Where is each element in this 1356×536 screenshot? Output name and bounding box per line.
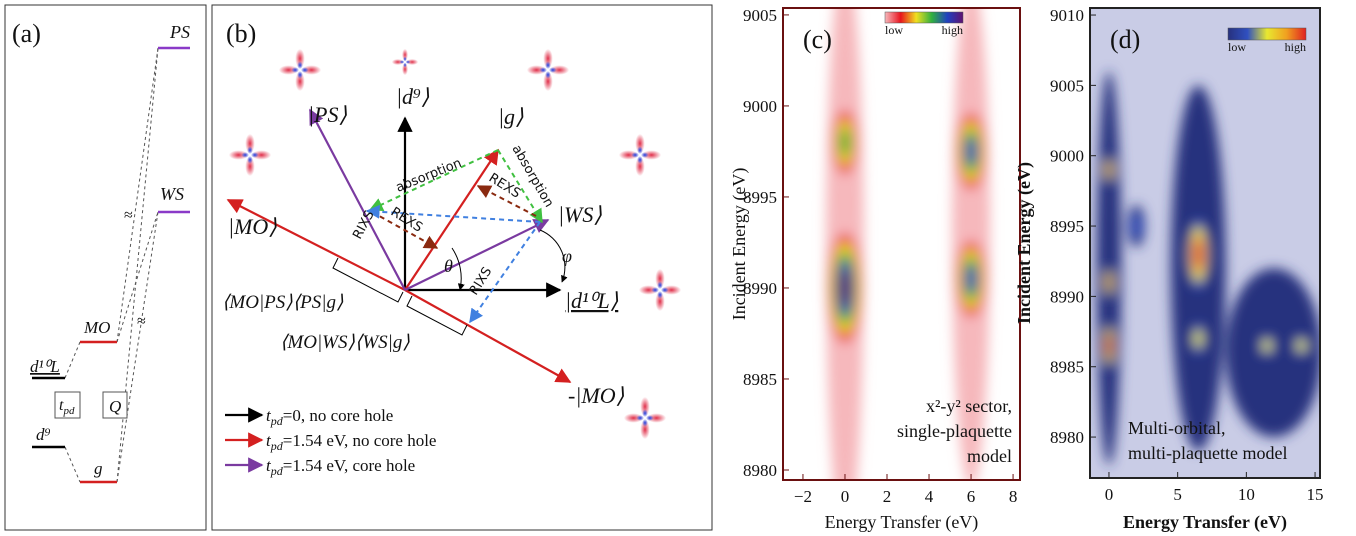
legend-text: =1.54 eV, core hole <box>283 456 416 475</box>
y-tick-label: 8980 <box>1050 428 1084 447</box>
peak <box>1107 275 1111 290</box>
legend-text: =1.54 eV, no core hole <box>283 431 437 450</box>
state-label: |d¹⁰L⟩ <box>565 288 619 313</box>
x-tick-label: 0 <box>1105 485 1114 504</box>
y-tick-label: 8990 <box>1050 287 1084 306</box>
x-tick-label: 8 <box>1009 487 1018 506</box>
panel-a: (a) PS WS MO d¹⁰L d⁹ g tpd Q ≈ ≈ <box>5 5 206 530</box>
angle-label: φ <box>562 246 572 266</box>
peak <box>1194 241 1202 268</box>
peak <box>1107 163 1111 176</box>
peak <box>1107 337 1111 355</box>
x-tick-label: 10 <box>1238 485 1255 504</box>
subscript: pd <box>270 439 284 453</box>
bracket <box>407 296 467 335</box>
process-label: RIXS <box>467 265 496 298</box>
x-tick-label: 6 <box>967 487 976 506</box>
angle-label: θ <box>444 256 453 276</box>
x-tick-label: 15 <box>1307 485 1324 504</box>
peak <box>1297 340 1307 352</box>
panel-label: (a) <box>12 19 41 48</box>
y-axis-label: Incident Energy (eV) <box>729 168 750 321</box>
level-label: g <box>94 459 103 478</box>
y-tick-label: 9000 <box>743 97 777 116</box>
x-axis-label: Energy Transfer (eV) <box>1123 512 1287 533</box>
y-tick-label: 9005 <box>1050 76 1084 95</box>
x-tick-label: 4 <box>925 487 934 506</box>
heatmap <box>1090 8 1322 478</box>
y-tick-label: 9010 <box>1050 6 1084 25</box>
peak <box>1194 329 1202 347</box>
orbital-icons <box>229 49 681 439</box>
x-axis-label: Energy Transfer (eV) <box>825 512 979 533</box>
peak <box>966 264 977 293</box>
peak <box>1132 214 1141 238</box>
y-tick-label: 8985 <box>1050 358 1084 377</box>
colorbar <box>1228 28 1306 40</box>
y-tick-label: 8985 <box>743 370 777 389</box>
x-tick-label: 2 <box>883 487 892 506</box>
state-label: |d⁹⟩ <box>396 84 430 109</box>
colorbar-low: low <box>885 23 903 37</box>
q-label: Q <box>109 397 121 416</box>
colorbar <box>885 12 963 23</box>
panel-label: (b) <box>226 19 256 48</box>
state-label: |WS⟩ <box>558 202 602 227</box>
break-mark: ≈ <box>137 313 146 330</box>
subscript: pd <box>270 464 284 478</box>
peak <box>966 137 977 166</box>
y-tick-label: 8995 <box>1050 217 1084 236</box>
colorbar-high: high <box>942 23 963 37</box>
colorbar-high: high <box>1285 40 1306 54</box>
break-mark: ≈ <box>124 207 133 224</box>
legend-entry: tpd=1.54 eV, no core hole <box>266 431 436 453</box>
level-label: WS <box>160 184 184 204</box>
figure: (a) PS WS MO d¹⁰L d⁹ g tpd Q ≈ ≈ (b) <box>0 0 1356 536</box>
annotation: model <box>967 446 1012 466</box>
x-tick-label: −2 <box>794 487 812 506</box>
legend-entry: tpd=0, no core hole <box>266 406 393 428</box>
peak <box>840 128 851 157</box>
peak <box>1262 340 1272 352</box>
panel-frame <box>212 5 712 530</box>
legend-entry: tpd=1.54 eV, core hole <box>266 456 415 478</box>
state-label: |MO⟩ <box>228 214 277 239</box>
legend-text: =0, no core hole <box>283 406 394 425</box>
subscript: pd <box>270 414 284 428</box>
panel-label: (c) <box>803 25 832 54</box>
annotation: multi-plaquette model <box>1128 443 1287 463</box>
legend-keys <box>225 415 262 465</box>
panel-b: (b) |PS⟩ |d⁹⟩ <box>212 5 712 530</box>
amplitude-label: ⟨MO|PS⟩⟨PS|g⟩ <box>222 292 344 313</box>
colorbar-low: low <box>1228 40 1246 54</box>
process-label: REXS <box>486 171 523 202</box>
annotation: x²-y² sector, <box>926 396 1012 416</box>
peak <box>839 269 850 306</box>
level-label: d⁹ <box>36 425 51 444</box>
panel-frame <box>5 5 206 530</box>
annotation: Multi-orbital, <box>1128 418 1226 438</box>
level-label: MO <box>83 318 110 337</box>
level-label: d¹⁰L <box>30 357 60 376</box>
state-label: -|MO⟩ <box>568 383 625 408</box>
y-tick-label: 9000 <box>1050 147 1084 166</box>
y-axis-label: Incident Energy (eV) <box>1014 162 1035 324</box>
level-label: PS <box>169 22 190 42</box>
angle-arc <box>452 248 461 290</box>
state-label: |PS⟩ <box>308 102 347 127</box>
annotation: single-plaquette <box>897 421 1012 441</box>
y-tick-label: 8980 <box>743 461 777 480</box>
x-tick-label: 0 <box>841 487 850 506</box>
subscript: pd <box>62 405 75 417</box>
panel-label: (d) <box>1110 25 1140 54</box>
amplitude-label: ⟨MO|WS⟩⟨WS|g⟩ <box>280 332 410 353</box>
process-label: RIXS <box>350 208 377 242</box>
y-tick-label: 9005 <box>743 6 777 25</box>
x-tick-label: 5 <box>1173 485 1182 504</box>
state-label: |g⟩ <box>498 104 524 129</box>
